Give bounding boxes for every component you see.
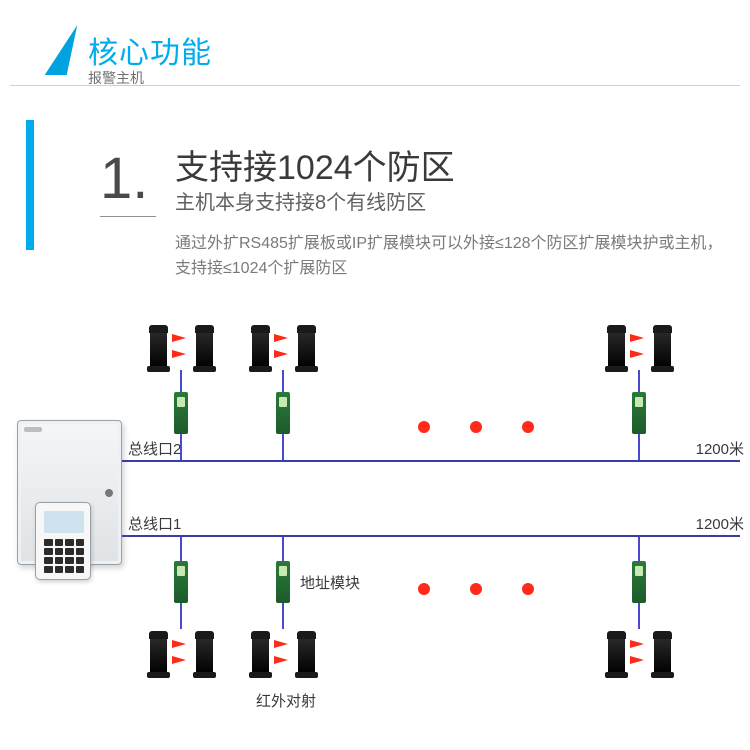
ir-sensor-pair bbox=[150, 322, 220, 376]
bus-label-2: 总线口2 bbox=[128, 438, 181, 459]
keypad-icon bbox=[35, 502, 91, 580]
sidebar-accent-bar bbox=[26, 120, 34, 250]
section-number-rule bbox=[100, 216, 156, 217]
drop-line bbox=[282, 434, 284, 460]
continuation-dot-icon bbox=[418, 421, 430, 433]
continuation-dot-icon bbox=[522, 583, 534, 595]
bus-line-2 bbox=[122, 460, 740, 462]
continuation-dot-icon bbox=[418, 583, 430, 595]
ir-sensor-pair bbox=[608, 628, 678, 682]
accent-triangle-icon bbox=[45, 25, 78, 75]
bus-line-1 bbox=[122, 535, 740, 537]
drop-line bbox=[282, 370, 284, 394]
continuation-dot-icon bbox=[470, 421, 482, 433]
bus-distance-1: 1200米 bbox=[696, 513, 744, 534]
drop-line bbox=[180, 537, 182, 563]
address-module-icon bbox=[276, 561, 290, 603]
ir-pair-label: 红外对射 bbox=[256, 690, 316, 711]
continuation-dot-icon bbox=[522, 421, 534, 433]
address-module-icon bbox=[632, 392, 646, 434]
drop-line bbox=[180, 434, 182, 460]
address-module-label: 地址模块 bbox=[300, 572, 360, 593]
drop-line bbox=[282, 537, 284, 563]
address-module-icon bbox=[276, 392, 290, 434]
ir-sensor-pair bbox=[150, 628, 220, 682]
drop-line bbox=[282, 603, 284, 629]
section-description: 通过外扩RS485扩展板或IP扩展模块可以外接≤128个防区扩展模块护或主机，支… bbox=[175, 232, 735, 282]
ir-sensor-pair bbox=[252, 322, 322, 376]
drop-line bbox=[638, 537, 640, 563]
ir-sensor-pair bbox=[608, 322, 678, 376]
address-module-icon bbox=[632, 561, 646, 603]
continuation-dot-icon bbox=[470, 583, 482, 595]
page-title: 核心功能 bbox=[88, 28, 212, 72]
address-module-icon bbox=[174, 392, 188, 434]
drop-line bbox=[638, 603, 640, 629]
drop-line bbox=[180, 603, 182, 629]
header-rule bbox=[10, 85, 740, 86]
drop-line bbox=[638, 434, 640, 460]
drop-line bbox=[638, 370, 640, 394]
drop-line bbox=[180, 370, 182, 394]
ir-sensor-pair bbox=[252, 628, 322, 682]
section-number: 1. bbox=[100, 145, 148, 212]
bus-label-1: 总线口1 bbox=[128, 513, 181, 534]
header: 核心功能 报警主机 bbox=[0, 10, 750, 90]
section-title: 支持接1024个防区 bbox=[175, 140, 455, 189]
address-module-icon bbox=[174, 561, 188, 603]
bus-distance-2: 1200米 bbox=[696, 438, 744, 459]
section-subtitle: 主机本身支持接8个有线防区 bbox=[175, 186, 426, 215]
